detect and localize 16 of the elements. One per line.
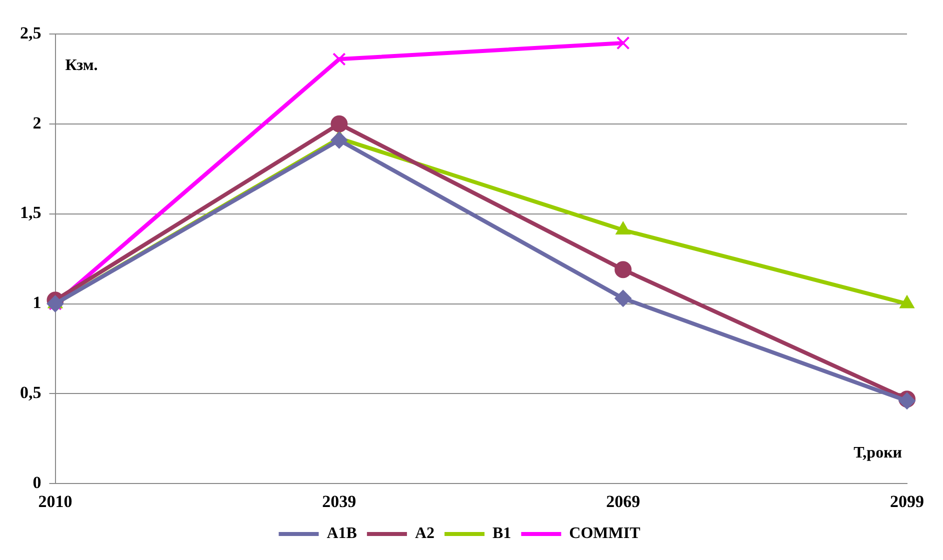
y-tick-label: 1 [32, 293, 42, 312]
legend-label: COMMIT [569, 525, 641, 542]
x-axis-title: Т,роки [854, 444, 902, 462]
y-axis-title: Кзм. [65, 57, 98, 74]
y-tick-label: 1,5 [20, 203, 42, 222]
y-tick-label: 2,5 [20, 23, 42, 42]
y-tick-label: 0,5 [20, 383, 42, 402]
legend-label: A2 [414, 525, 435, 542]
legend-label: A1B [326, 525, 358, 542]
legend-label: B1 [492, 525, 512, 542]
x-tick-label: 2099 [890, 492, 924, 512]
x-tick-label: 2069 [606, 492, 640, 512]
y-tick-label: 2 [32, 113, 42, 132]
x-tick-label: 2010 [38, 492, 72, 512]
y-tick-label: 0 [32, 472, 42, 492]
x-tick-label: 2039 [322, 492, 356, 512]
